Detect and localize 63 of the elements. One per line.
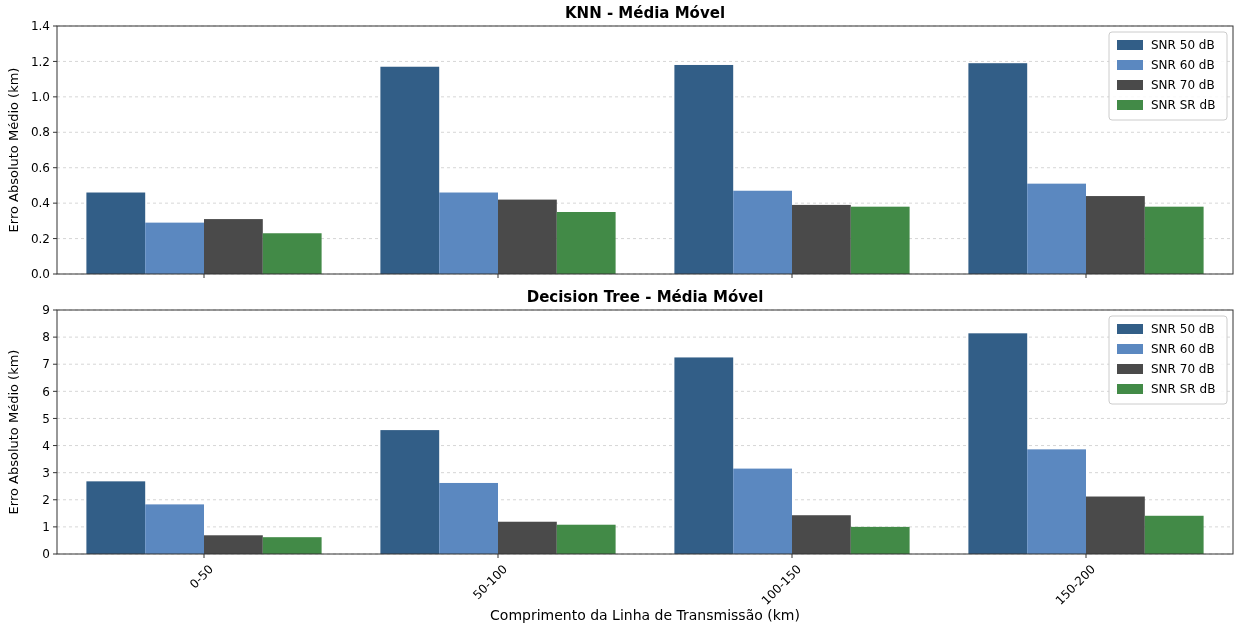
bar bbox=[204, 219, 263, 274]
y-tick-label: 0.2 bbox=[30, 231, 50, 246]
bar bbox=[733, 190, 792, 274]
y-tick-label: 1 bbox=[42, 520, 50, 535]
bar bbox=[498, 199, 557, 274]
y-tick-label: 0.8 bbox=[30, 125, 50, 140]
bar bbox=[439, 482, 498, 554]
bar bbox=[1027, 449, 1086, 554]
bar bbox=[1086, 496, 1145, 554]
y-tick-label: 1.2 bbox=[30, 54, 50, 69]
bar bbox=[1144, 206, 1204, 274]
y-tick-label: 0 bbox=[42, 547, 50, 562]
bar bbox=[968, 333, 1028, 554]
legend-label: SNR 70 dB bbox=[1151, 78, 1215, 93]
y-tick-label: 6 bbox=[42, 384, 50, 399]
legend-label: SNR SR dB bbox=[1151, 98, 1216, 113]
bar bbox=[674, 64, 734, 274]
bar bbox=[86, 192, 146, 274]
legend-label: SNR 50 dB bbox=[1151, 38, 1215, 53]
y-tick-label: 8 bbox=[42, 330, 50, 345]
chart-title: Decision Tree - Média Móvel bbox=[526, 288, 764, 306]
y-tick-label: 3 bbox=[42, 465, 50, 480]
y-tick-label: 1.0 bbox=[30, 90, 50, 105]
y-tick-label: 9 bbox=[42, 303, 50, 318]
bar bbox=[968, 63, 1028, 274]
y-tick-label: 2 bbox=[42, 492, 50, 507]
y-tick-label: 4 bbox=[42, 438, 50, 453]
y-axis-title: Erro Absoluto Médio (km) bbox=[6, 349, 21, 515]
bar bbox=[204, 535, 263, 554]
legend-label: SNR 70 dB bbox=[1151, 362, 1215, 377]
bar bbox=[145, 504, 204, 554]
legend-label: SNR 60 dB bbox=[1151, 342, 1215, 357]
legend-label: SNR 60 dB bbox=[1151, 58, 1215, 73]
bar bbox=[1144, 515, 1204, 554]
bar bbox=[556, 212, 616, 274]
bar bbox=[498, 521, 557, 554]
bar bbox=[792, 204, 851, 274]
bar bbox=[674, 357, 734, 554]
bar bbox=[380, 66, 440, 274]
y-tick-label: 0.4 bbox=[30, 196, 50, 211]
y-axis-title: Erro Absoluto Médio (km) bbox=[6, 67, 21, 233]
legend-label: SNR SR dB bbox=[1151, 382, 1216, 397]
bar bbox=[380, 430, 440, 554]
y-tick-label: 7 bbox=[42, 357, 50, 372]
bar bbox=[262, 537, 322, 554]
chart-title: KNN - Média Móvel bbox=[564, 4, 726, 22]
bar bbox=[86, 481, 146, 554]
y-tick-label: 0.6 bbox=[30, 160, 50, 175]
bar bbox=[1086, 196, 1145, 274]
legend-label: SNR 50 dB bbox=[1151, 322, 1215, 337]
bar bbox=[1027, 183, 1086, 274]
bar bbox=[262, 233, 322, 274]
y-tick-label: 1.4 bbox=[30, 19, 50, 34]
bar bbox=[850, 206, 910, 274]
bar bbox=[850, 526, 910, 554]
x-axis-title: Comprimento da Linha de Transmissão (km) bbox=[490, 607, 800, 623]
bar bbox=[439, 192, 498, 274]
bar bbox=[733, 468, 792, 554]
y-tick-label: 0.0 bbox=[30, 267, 50, 282]
y-tick-label: 5 bbox=[42, 411, 50, 426]
bar bbox=[145, 222, 204, 274]
bar bbox=[792, 515, 851, 554]
bar bbox=[556, 524, 616, 554]
